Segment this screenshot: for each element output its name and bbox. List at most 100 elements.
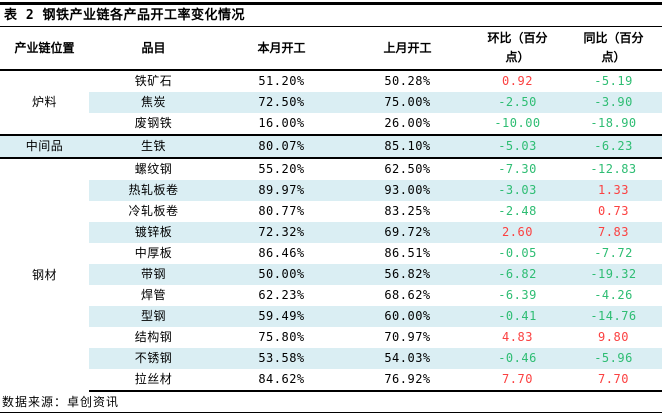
column-header-3: 上月开工 [345, 27, 470, 71]
current-cell: 62.23% [258, 288, 305, 302]
item-cell: 热轧板卷 [89, 180, 218, 201]
column-header-4: 环比（百分 点） [470, 27, 565, 71]
current-cell: 80.77% [258, 204, 305, 218]
mom-cell: -0.41 [470, 306, 565, 327]
table-row: 炉料 铁矿石 51.20% 50.28% 0.92 -5.19 [0, 70, 662, 109]
table-row: 钢材 螺纹钢 55.20% 62.50% -7.30 -12.83 [0, 158, 662, 282]
previous-cell: 56.82% [345, 264, 470, 285]
yoy-cell: 7.83 [565, 222, 662, 243]
previous-cell: 54.03% [345, 348, 470, 369]
yoy-cell: -6.23 [565, 134, 662, 159]
table-row: 型钢 59.49% 60.00% -0.41 -14.76 [0, 306, 662, 327]
yoy-cell: -4.26 [594, 288, 633, 302]
current-cell: 86.46% [258, 246, 305, 260]
yoy-cell: -5.96 [565, 348, 662, 369]
table-row: 中厚板 86.46% 86.51% -0.05 -7.72 [0, 243, 662, 264]
previous-cell: 83.25% [384, 204, 431, 218]
mom-cell: -7.30 [498, 162, 537, 176]
mom-cell: -6.82 [470, 264, 565, 285]
previous-cell: 93.00% [345, 180, 470, 201]
current-cell: 84.62% [218, 369, 345, 392]
yoy-cell: -19.32 [565, 264, 662, 285]
mom-cell: 0.92 [502, 74, 533, 88]
table-row: 废钢铁 16.00% 26.00% -10.00 -18.90 [0, 113, 662, 135]
table-row: 焊管 62.23% 68.62% -6.39 -4.26 [0, 285, 662, 306]
current-cell: 55.20% [258, 162, 305, 176]
table-row: 镀锌板 72.32% 69.72% 2.60 7.83 [0, 222, 662, 243]
yoy-cell: -7.72 [594, 246, 633, 260]
column-header-1: 品目 [89, 27, 218, 71]
table-row: 结构钢 75.80% 70.97% 4.83 9.80 [0, 327, 662, 348]
column-header-0: 产业链位置 [0, 27, 89, 71]
previous-cell: 86.51% [384, 246, 431, 260]
table-row: 冷轧板卷 80.77% 83.25% -2.48 0.73 [0, 201, 662, 222]
mom-cell: -10.00 [494, 116, 541, 130]
mom-cell: -6.39 [498, 288, 537, 302]
item-cell: 冷轧板卷 [128, 204, 179, 218]
table-row: 热轧板卷 89.97% 93.00% -3.03 1.33 [0, 180, 662, 201]
previous-cell: 70.97% [384, 330, 431, 344]
column-header-5: 同比（百分 点） [565, 27, 662, 71]
item-cell: 焊管 [140, 288, 166, 302]
mom-cell: 2.60 [470, 222, 565, 243]
item-cell: 不锈钢 [89, 348, 218, 369]
current-cell: 50.00% [218, 264, 345, 285]
current-cell: 51.20% [258, 74, 305, 88]
table-body: 炉料 铁矿石 51.20% 50.28% 0.92 -5.19 焦炭 72.50% 75.00%… [0, 70, 662, 392]
item-cell: 镀锌板 [89, 222, 218, 243]
header-row: 产业链位置 品目 本月开工 上月开工 环比（百分 点） 同比（百分 点） [0, 27, 662, 71]
previous-cell: 68.62% [384, 288, 431, 302]
mom-cell: -2.50 [470, 92, 565, 113]
current-cell: 16.00% [258, 116, 305, 130]
table-title: 表 2 钢铁产业链各产品开工率变化情况 [0, 5, 662, 27]
current-cell: 72.50% [218, 92, 345, 113]
current-cell: 89.97% [218, 180, 345, 201]
top-border-rule [0, 2, 662, 5]
current-cell: 59.49% [218, 306, 345, 327]
mom-cell: -0.05 [498, 246, 537, 260]
item-cell: 中厚板 [134, 246, 173, 260]
yoy-cell: -18.90 [590, 116, 637, 130]
yoy-cell: 0.73 [598, 204, 629, 218]
previous-cell: 26.00% [384, 116, 431, 130]
previous-cell: 69.72% [345, 222, 470, 243]
previous-cell: 76.92% [345, 369, 470, 392]
item-cell: 带钢 [89, 264, 218, 285]
position-cell: 中间品 [0, 134, 89, 159]
table-header: 产业链位置 品目 本月开工 上月开工 环比（百分 点） 同比（百分 点） [0, 27, 662, 71]
operating-rate-table: 产业链位置 品目 本月开工 上月开工 环比（百分 点） 同比（百分 点） 炉料 铁矿石 51.… [0, 27, 662, 392]
table-row: 焦炭 72.50% 75.00% -2.50 -3.90 [0, 92, 662, 113]
item-cell: 结构钢 [134, 330, 173, 344]
mom-cell: 4.83 [502, 330, 533, 344]
item-cell: 螺纹钢 [134, 162, 173, 176]
item-cell: 焦炭 [89, 92, 218, 113]
mom-cell: -2.48 [498, 204, 537, 218]
table-row: 中间品 生铁 80.07% 85.10% -5.03 -6.23 [0, 134, 662, 159]
current-cell: 75.80% [258, 330, 305, 344]
column-header-2: 本月开工 [218, 27, 345, 71]
yoy-cell: -5.19 [594, 74, 633, 88]
position-cell: 钢材 [31, 267, 57, 282]
mom-cell: -3.03 [470, 180, 565, 201]
item-cell: 生铁 [89, 134, 218, 159]
position-cell: 炉料 [31, 95, 57, 109]
yoy-cell: -14.76 [565, 306, 662, 327]
item-cell: 拉丝材 [89, 369, 218, 392]
data-source-note: 数据来源：卓创资讯 [0, 392, 662, 413]
mom-cell: -5.03 [470, 134, 565, 159]
mom-cell: -0.46 [470, 348, 565, 369]
previous-cell: 60.00% [345, 306, 470, 327]
current-cell: 53.58% [218, 348, 345, 369]
previous-cell: 62.50% [384, 162, 431, 176]
yoy-cell: 9.80 [598, 330, 629, 344]
current-cell: 80.07% [218, 134, 345, 159]
item-cell: 铁矿石 [134, 74, 173, 88]
table-row: 拉丝材 84.62% 76.92% 7.70 7.70 [0, 369, 662, 392]
item-cell: 型钢 [89, 306, 218, 327]
previous-cell: 50.28% [384, 74, 431, 88]
table-row: 带钢 50.00% 56.82% -6.82 -19.32 [0, 264, 662, 285]
table-row: 不锈钢 53.58% 54.03% -0.46 -5.96 [0, 348, 662, 369]
mom-cell: 7.70 [470, 369, 565, 392]
previous-cell: 75.00% [345, 92, 470, 113]
